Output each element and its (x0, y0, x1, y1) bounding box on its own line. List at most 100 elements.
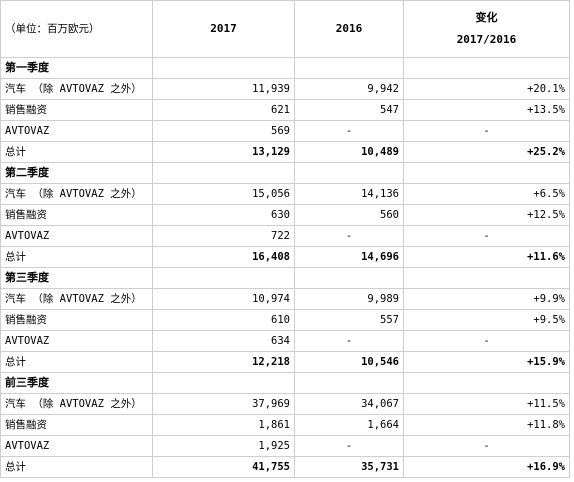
table-row: 销售融资 630 560 +12.5% (0, 204, 570, 226)
table-row: AVTOVAZ 722- - (0, 225, 570, 247)
section-title-row: 第三季度 (0, 267, 570, 289)
total-row: 总计 16,408 14,696 +11.6% (0, 246, 570, 268)
section-title: 第一季度 (0, 57, 153, 79)
total-label: 总计 (0, 141, 153, 163)
table-row: AVTOVAZ 569- - (0, 120, 570, 142)
empty-cell (294, 372, 404, 394)
row-label: 销售融资 (0, 309, 153, 331)
value-2017: 634 (152, 330, 295, 352)
value-2017: 722 (152, 225, 295, 247)
value-2017: 630 (152, 204, 295, 226)
change-value: +6.5% (403, 183, 570, 205)
change-value: +11.5% (403, 393, 570, 415)
empty-cell (152, 57, 295, 79)
total-label: 总计 (0, 246, 153, 268)
change-value: +15.9% (403, 351, 570, 373)
value-2016: 10,489 (294, 141, 404, 163)
value-2016: 9,989 (294, 288, 404, 310)
empty-cell (403, 57, 570, 79)
change-value: +9.9% (403, 288, 570, 310)
value-2016: 1,664 (294, 414, 404, 436)
total-row: 总计 12,218 10,546 +15.9% (0, 351, 570, 373)
column-header-2016: 2016 (294, 0, 404, 58)
value-2017: 12,218 (152, 351, 295, 373)
row-label: 销售融资 (0, 99, 153, 121)
section-title-row: 前三季度 (0, 372, 570, 394)
change-title: 变化 (475, 11, 498, 24)
value-2017: 1,861 (152, 414, 295, 436)
section-title-row: 第一季度 (0, 57, 570, 79)
table-row: AVTOVAZ 634- - (0, 330, 570, 352)
table-row: 汽车 （除 AVTOVAZ 之外） 37,969 34,067 +11.5% (0, 393, 570, 415)
section-title: 第三季度 (0, 267, 153, 289)
column-header-2017: 2017 (152, 0, 295, 58)
value-2016: 14,136 (294, 183, 404, 205)
section-title: 前三季度 (0, 372, 153, 394)
value-2016: 557 (294, 309, 404, 331)
value-2017: 10,974 (152, 288, 295, 310)
value-2017: 37,969 (152, 393, 295, 415)
value-2017: 621 (152, 99, 295, 121)
value-2017: 569 (152, 120, 295, 142)
change-value: - (403, 120, 570, 142)
table-row: 销售融资 621 547 +13.5% (0, 99, 570, 121)
change-value: +13.5% (403, 99, 570, 121)
value-2017: 13,129 (152, 141, 295, 163)
change-value: +16.9% (403, 456, 570, 478)
value-2017: 41,755 (152, 456, 295, 478)
change-value: - (403, 330, 570, 352)
section-title-row: 第二季度 (0, 162, 570, 184)
change-value: +20.1% (403, 78, 570, 100)
column-header-change: 变化 2017/2016 (403, 0, 570, 58)
empty-cell (152, 372, 295, 394)
row-label: AVTOVAZ (0, 225, 153, 247)
value-2017: 11,939 (152, 78, 295, 100)
table-row: 汽车 （除 AVTOVAZ 之外） 15,056 14,136 +6.5% (0, 183, 570, 205)
empty-cell (403, 267, 570, 289)
value-2017: 15,056 (152, 183, 295, 205)
value-2016: - (294, 330, 404, 352)
table-row: 销售融资 1,861 1,664 +11.8% (0, 414, 570, 436)
value-2016: - (294, 435, 404, 457)
value-2017: 1,925 (152, 435, 295, 457)
table-header-row: （单位：百万欧元） 2017 2016 变化 2017/2016 (0, 0, 570, 58)
unit-label: （单位：百万欧元） (0, 0, 153, 58)
change-value: +12.5% (403, 204, 570, 226)
section-title: 第二季度 (0, 162, 153, 184)
value-2017: 16,408 (152, 246, 295, 268)
empty-cell (152, 267, 295, 289)
value-2016: 10,546 (294, 351, 404, 373)
empty-cell (403, 162, 570, 184)
row-label: 销售融资 (0, 414, 153, 436)
row-label: 汽车 （除 AVTOVAZ 之外） (0, 183, 153, 205)
row-label: 汽车 （除 AVTOVAZ 之外） (0, 78, 153, 100)
empty-cell (294, 267, 404, 289)
table-row: 汽车 （除 AVTOVAZ 之外） 10,974 9,989 +9.9% (0, 288, 570, 310)
value-2016: 547 (294, 99, 404, 121)
change-value: +25.2% (403, 141, 570, 163)
value-2016: 34,067 (294, 393, 404, 415)
change-value: - (403, 225, 570, 247)
value-2016: 14,696 (294, 246, 404, 268)
change-value: +9.5% (403, 309, 570, 331)
row-label: AVTOVAZ (0, 435, 153, 457)
row-label: 汽车 （除 AVTOVAZ 之外） (0, 393, 153, 415)
table-row: 汽车 （除 AVTOVAZ 之外） 11,939 9,942 +20.1% (0, 78, 570, 100)
empty-cell (294, 162, 404, 184)
change-value: - (403, 435, 570, 457)
empty-cell (294, 57, 404, 79)
value-2017: 610 (152, 309, 295, 331)
value-2016: 35,731 (294, 456, 404, 478)
total-row: 总计 41,755 35,731 +16.9% (0, 456, 570, 478)
change-subtitle: 2017/2016 (456, 33, 517, 46)
total-label: 总计 (0, 351, 153, 373)
empty-cell (152, 162, 295, 184)
total-label: 总计 (0, 456, 153, 478)
row-label: 汽车 （除 AVTOVAZ 之外） (0, 288, 153, 310)
value-2016: - (294, 120, 404, 142)
value-2016: - (294, 225, 404, 247)
change-value: +11.6% (403, 246, 570, 268)
row-label: AVTOVAZ (0, 120, 153, 142)
table-row: AVTOVAZ 1,925- - (0, 435, 570, 457)
